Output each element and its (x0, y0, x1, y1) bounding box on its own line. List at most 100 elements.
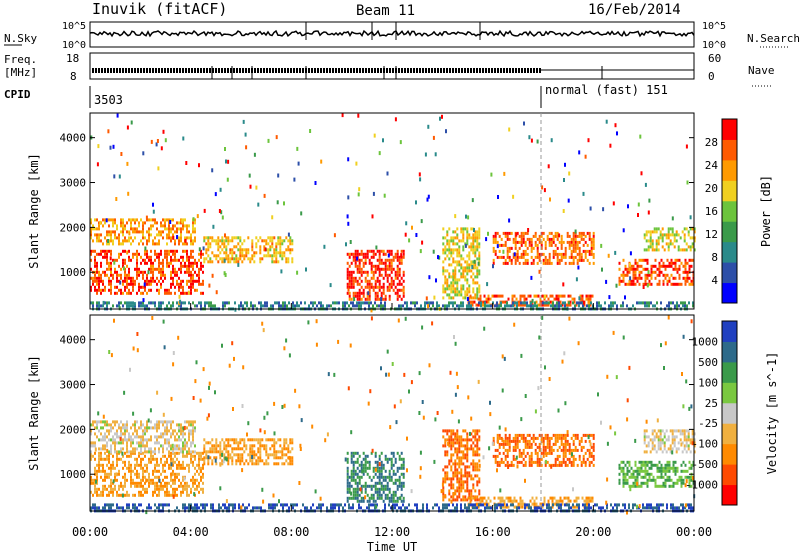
power-y-axis: 1000 2000 3000 4000 (60, 132, 694, 279)
freq-mark (137, 68, 139, 73)
freq-panel-frame (89, 52, 695, 80)
colorbar-tick-label: 12 (705, 228, 718, 241)
scatter-region-6 (618, 460, 695, 488)
noise-panel: N.Sky N.Search 10^5 10^0 10^5 10^0 (4, 21, 800, 51)
colorbar-frame (721, 320, 738, 506)
freq-mark (515, 68, 517, 73)
freq-mark (488, 68, 490, 73)
colorbar-tick-label: 25 (705, 397, 718, 410)
freq-mark (464, 68, 466, 73)
freq-label-line1: Freq. (4, 53, 37, 66)
colorbar-swatch (722, 321, 737, 342)
nsky-trace (89, 29, 695, 38)
freq-mark (422, 68, 424, 73)
freq-mark (512, 68, 514, 73)
freq-mark (527, 68, 529, 73)
freq-mark (461, 68, 463, 73)
freq-mark (524, 68, 526, 73)
freq-mark (530, 68, 532, 73)
cpid-entry-1: 3503 (94, 93, 123, 107)
freq-mark (308, 68, 310, 73)
nave-tick-low: 0 (708, 70, 715, 83)
freq-mark (497, 68, 499, 73)
power-ylabel: Slant Range [km] (27, 153, 41, 269)
freq-mark (269, 68, 271, 73)
freq-mark (416, 68, 418, 73)
freq-mark (179, 68, 181, 73)
freq-mark (224, 68, 226, 73)
freq-mark (536, 68, 538, 73)
power-colorbar: 4 8 12 16 20 24 28 (705, 118, 738, 304)
freq-mark (401, 68, 403, 73)
freq-mark (215, 68, 217, 73)
freq-mark (368, 68, 370, 73)
freq-mark (332, 68, 334, 73)
freq-tick-low: 8 (70, 70, 77, 83)
colorbar-swatch (722, 119, 737, 140)
freq-mark (437, 68, 439, 73)
freq-mark (479, 68, 481, 73)
time-axis: 00:00 04:00 08:00 12:00 16:00 20:00 00:00 (72, 303, 712, 539)
freq-mark (377, 68, 379, 73)
freq-mark (476, 68, 478, 73)
nave-tick-high: 60 (708, 52, 721, 65)
freq-mark (203, 68, 205, 73)
scatter-region-1 (90, 420, 196, 454)
freq-mark (494, 68, 496, 73)
freq-mark (428, 68, 430, 73)
freq-mark (425, 68, 427, 73)
freq-mark (173, 68, 175, 73)
freq-mark (167, 68, 169, 73)
power-panel: 1000 2000 3000 4000 Slant Range [km] 4 8 12 16… (27, 112, 773, 313)
x-tick-label: 08:00 (273, 525, 309, 539)
y-tick-label: 4000 (60, 334, 87, 347)
freq-panel: Freq. [MHz] 18 8 60 0 Nave (4, 52, 775, 87)
x-tick-label: 16:00 (475, 525, 511, 539)
colorbar-tick-label: 8 (711, 251, 718, 264)
colorbar-tick-label: 28 (705, 136, 718, 149)
x-tick-label: 00:00 (676, 525, 712, 539)
nave-label: Nave (748, 64, 775, 77)
freq-mark (125, 68, 127, 73)
freq-mark (440, 68, 442, 73)
velocity-cbar-label: Velocity [m s^-1] (765, 352, 779, 475)
freq-mark (140, 68, 142, 73)
freq-mark (191, 68, 193, 73)
freq-mark (419, 68, 421, 73)
cpid-entry-2: normal (fast) 151 (545, 83, 668, 97)
x-tick-label: 12:00 (374, 525, 410, 539)
cpid-panel: CPID 3503 normal (fast) 151 (4, 83, 668, 108)
freq-mark (152, 68, 154, 73)
freq-mark (212, 68, 214, 73)
colorbar-swatch (722, 464, 737, 486)
freq-mark (95, 68, 97, 73)
noise-tick-high: 10^5 (62, 21, 86, 32)
freq-mark (293, 68, 295, 73)
colorbar-swatch (722, 341, 737, 363)
freq-mark (230, 68, 232, 73)
x-axis-label: Time UT (367, 540, 418, 554)
freq-mark (185, 68, 187, 73)
freq-mark (329, 68, 331, 73)
freq-mark (284, 68, 286, 73)
freq-mark (500, 68, 502, 73)
scatter-region-1 (90, 218, 196, 246)
colorbar-swatch (722, 361, 737, 383)
colorbar-swatch (722, 139, 737, 161)
freq-mark (161, 68, 163, 73)
freq-mark (104, 68, 106, 73)
colorbar-swatch (722, 221, 737, 243)
freq-mark (275, 68, 277, 73)
freq-mark (239, 68, 241, 73)
freq-mark (311, 68, 313, 73)
freq-mark (146, 68, 148, 73)
y-tick-label: 3000 (60, 177, 87, 190)
freq-mark (164, 68, 166, 73)
freq-mark (467, 68, 469, 73)
freq-mark (407, 68, 409, 73)
freq-mark (380, 68, 382, 73)
velocity-y-axis: 1000 2000 3000 4000 (60, 334, 694, 481)
freq-mark (326, 68, 328, 73)
scatter-region-4 (442, 429, 481, 502)
